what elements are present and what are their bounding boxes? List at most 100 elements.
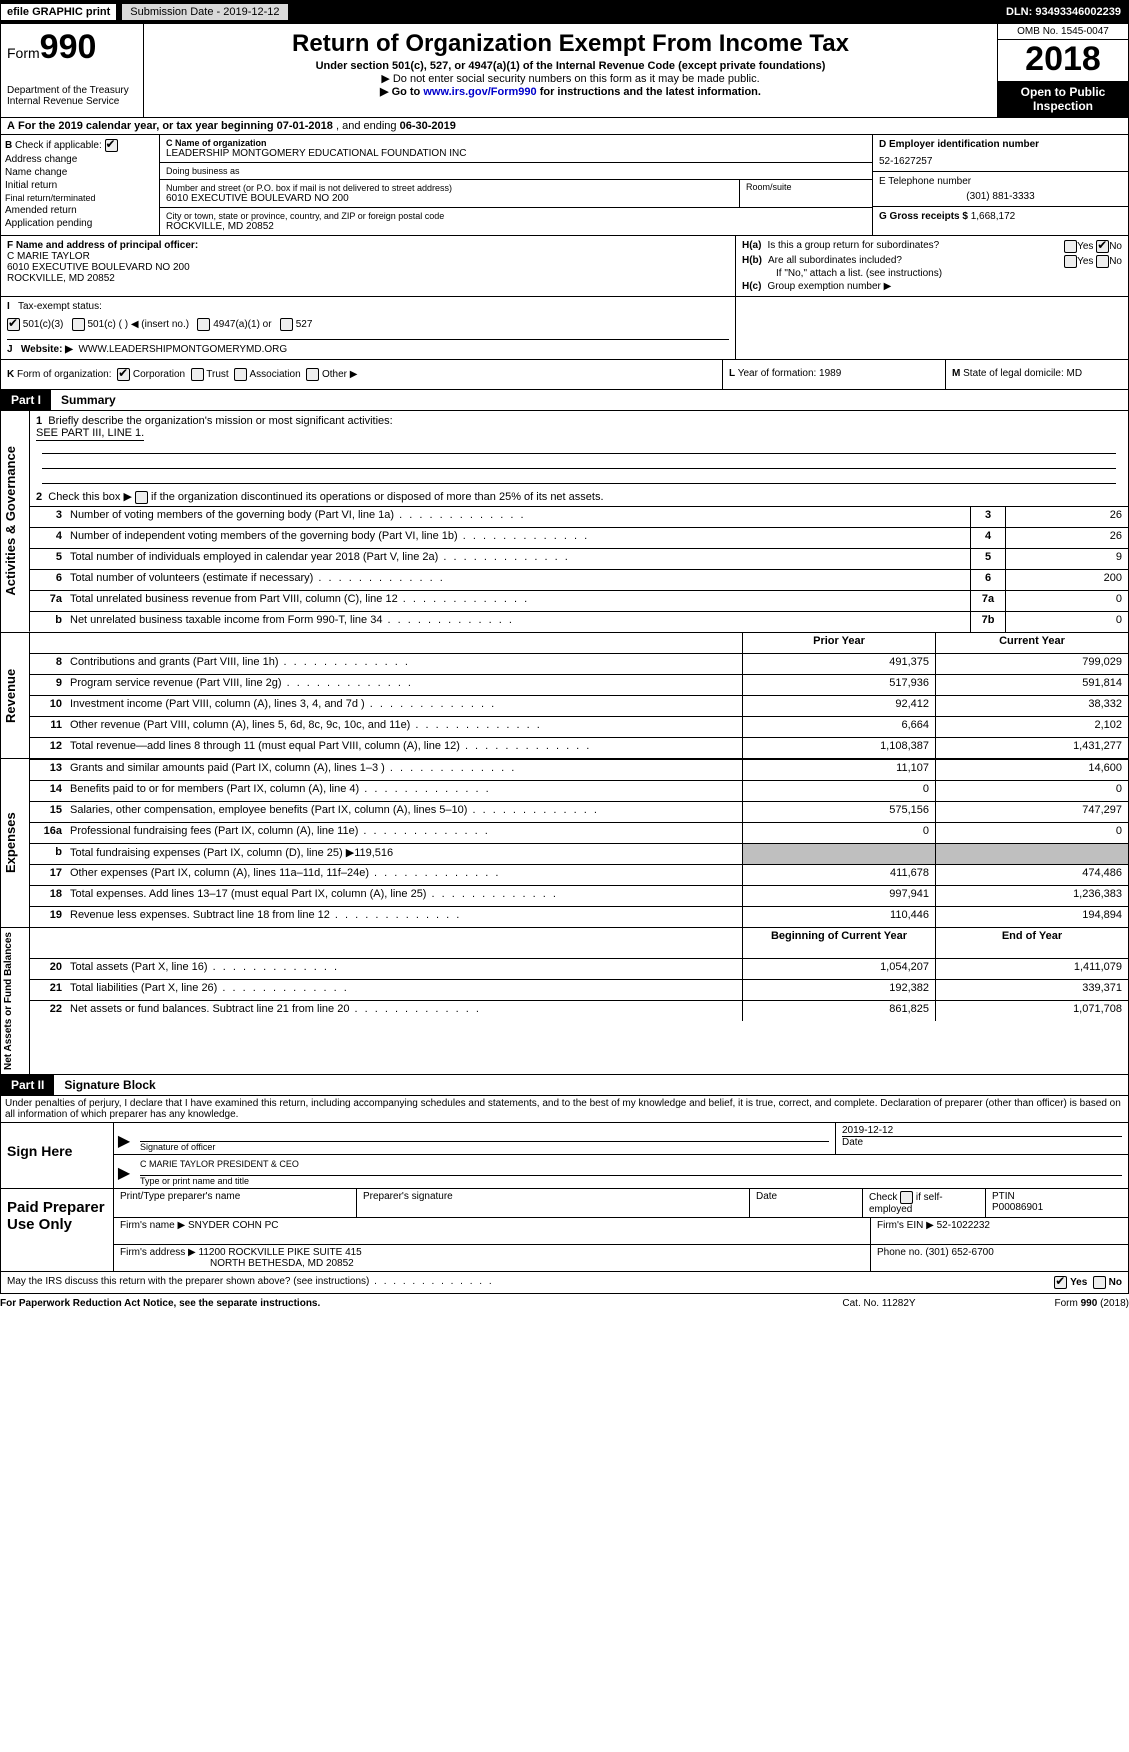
penalties-text: Under penalties of perjury, I declare th… [0, 1096, 1129, 1123]
hb-note: If "No," attach a list. (see instruction… [776, 268, 1122, 279]
summary-row: 12 Total revenue—add lines 8 through 11 … [30, 737, 1128, 758]
box-val: 26 [1005, 507, 1128, 527]
cb-501c3[interactable] [7, 318, 20, 331]
summary-row: b Net unrelated business taxable income … [30, 611, 1128, 632]
label-ptin: PTIN [992, 1191, 1122, 1202]
ha-no-checkbox[interactable] [1096, 240, 1109, 253]
curr-val: 591,814 [935, 675, 1128, 695]
net-assets-label: Net Assets or Fund Balances [1, 928, 30, 1074]
sub3a: ▶ Go to [380, 86, 423, 98]
cb-self-employed[interactable] [900, 1191, 913, 1204]
opt-527: 527 [296, 319, 313, 330]
discuss-yes: Yes [1070, 1277, 1087, 1288]
website: WWW.LEADERSHIPMONTGOMERYMD.ORG [78, 344, 287, 355]
governance-section: Activities & Governance 1 Briefly descri… [0, 411, 1129, 633]
hc-text: Group exemption number ▶ [767, 281, 891, 292]
prior-val: 192,382 [742, 980, 935, 1000]
form-header: Form990 Department of the Treasury Inter… [0, 24, 1129, 118]
hb-no-checkbox[interactable] [1096, 255, 1109, 268]
firm-ein: 52-1022232 [937, 1220, 990, 1231]
line-1-val: SEE PART III, LINE 1. [36, 427, 144, 441]
ha-yes-checkbox[interactable] [1064, 240, 1077, 253]
line-num: 11 [30, 717, 66, 737]
officer-addr2: ROCKVILLE, MD 20852 [7, 273, 115, 284]
opt-trust: Trust [206, 369, 228, 380]
summary-row: 10 Investment income (Part VIII, column … [30, 695, 1128, 716]
cb-4947[interactable] [197, 318, 210, 331]
opt-other: Other ▶ [322, 369, 357, 380]
cb-discuss-yes[interactable] [1054, 1276, 1067, 1289]
hb-yes-checkbox[interactable] [1064, 255, 1077, 268]
summary-row: 9 Program service revenue (Part VIII, li… [30, 674, 1128, 695]
irs-link[interactable]: www.irs.gov/Form990 [423, 86, 536, 98]
box-val: 200 [1005, 570, 1128, 590]
box-val: 26 [1005, 528, 1128, 548]
summary-row: 22 Net assets or fund balances. Subtract… [30, 1000, 1128, 1021]
gross-receipts: 1,668,172 [971, 211, 1016, 222]
tax-year: 2018 [998, 40, 1128, 81]
checkbox-applicable[interactable] [105, 139, 118, 152]
line-num: 21 [30, 980, 66, 1000]
cb-other[interactable] [306, 368, 319, 381]
paid-preparer-section: Paid Preparer Use Only Print/Type prepar… [0, 1189, 1129, 1272]
line-num: 20 [30, 959, 66, 979]
line-desc: Salaries, other compensation, employee b… [66, 802, 742, 822]
curr-val: 1,431,277 [935, 738, 1128, 758]
summary-row: 14 Benefits paid to or for members (Part… [30, 780, 1128, 801]
box-num: 3 [970, 507, 1005, 527]
row-a-text2: , and ending [336, 120, 400, 132]
expenses-label: Expenses [1, 759, 30, 927]
label-self-employed: Check if self-employed [869, 1192, 943, 1215]
opt-corporation: Corporation [133, 369, 185, 380]
label-hb: H(b) [742, 255, 762, 268]
cb-discuss-no[interactable] [1093, 1276, 1106, 1289]
cb-501c[interactable] [72, 318, 85, 331]
efile-badge: efile GRAPHIC print [0, 3, 117, 21]
blank-line [42, 439, 1116, 454]
form-number: Form990 [7, 28, 137, 67]
cb-trust[interactable] [191, 368, 204, 381]
summary-row: 15 Salaries, other compensation, employe… [30, 801, 1128, 822]
cb-527[interactable] [280, 318, 293, 331]
line-desc: Number of independent voting members of … [66, 528, 970, 548]
line-num: 10 [30, 696, 66, 716]
sign-date: 2019-12-12 [842, 1125, 1122, 1136]
summary-row: 13 Grants and similar amounts paid (Part… [30, 759, 1128, 780]
label-e-phone: E Telephone number [879, 176, 1122, 187]
prior-val: 11,107 [742, 760, 935, 780]
grey-cell [935, 844, 1128, 864]
sub3b: for instructions and the latest informat… [537, 86, 761, 98]
ptin: P00086901 [992, 1202, 1122, 1213]
firm-name: SNYDER COHN PC [188, 1220, 279, 1231]
firm-addr1: 11200 ROCKVILLE PIKE SUITE 415 [199, 1247, 362, 1258]
line-num: 18 [30, 886, 66, 906]
line-desc: Net unrelated business taxable income fr… [66, 612, 970, 632]
blank-line [42, 454, 1116, 469]
hdr-end: End of Year [935, 928, 1128, 958]
cb-assoc[interactable] [234, 368, 247, 381]
line-2-num: 2 [36, 491, 42, 503]
curr-val: 2,102 [935, 717, 1128, 737]
arrow-icon: ▶ [114, 1155, 134, 1188]
line-desc: Total number of volunteers (estimate if … [66, 570, 970, 590]
part-i-title: Summary [51, 390, 126, 410]
opt-501c3: 501(c)(3) [23, 319, 64, 330]
officer-name: C MARIE TAYLOR [7, 251, 90, 262]
line-num: b [30, 612, 66, 632]
topbar: efile GRAPHIC print Submission Date - 20… [0, 0, 1129, 24]
label-website: Website: ▶ [21, 344, 73, 355]
hb-no: No [1109, 256, 1122, 267]
letter-m: M [952, 368, 960, 379]
line-num: 7a [30, 591, 66, 611]
cb-corporation[interactable] [117, 368, 130, 381]
cb-discontinued[interactable] [135, 491, 148, 504]
line-desc: Revenue less expenses. Subtract line 18 … [66, 907, 742, 927]
blank-line [42, 469, 1116, 484]
letter-b: B [5, 140, 12, 151]
letter-k: K [7, 369, 14, 380]
line-desc: Grants and similar amounts paid (Part IX… [66, 760, 742, 780]
opt-501c: 501(c) ( ) [87, 319, 128, 330]
form-prefix: Form [7, 45, 40, 61]
dln: DLN: 93493346002239 [998, 4, 1129, 20]
curr-val: 799,029 [935, 654, 1128, 674]
